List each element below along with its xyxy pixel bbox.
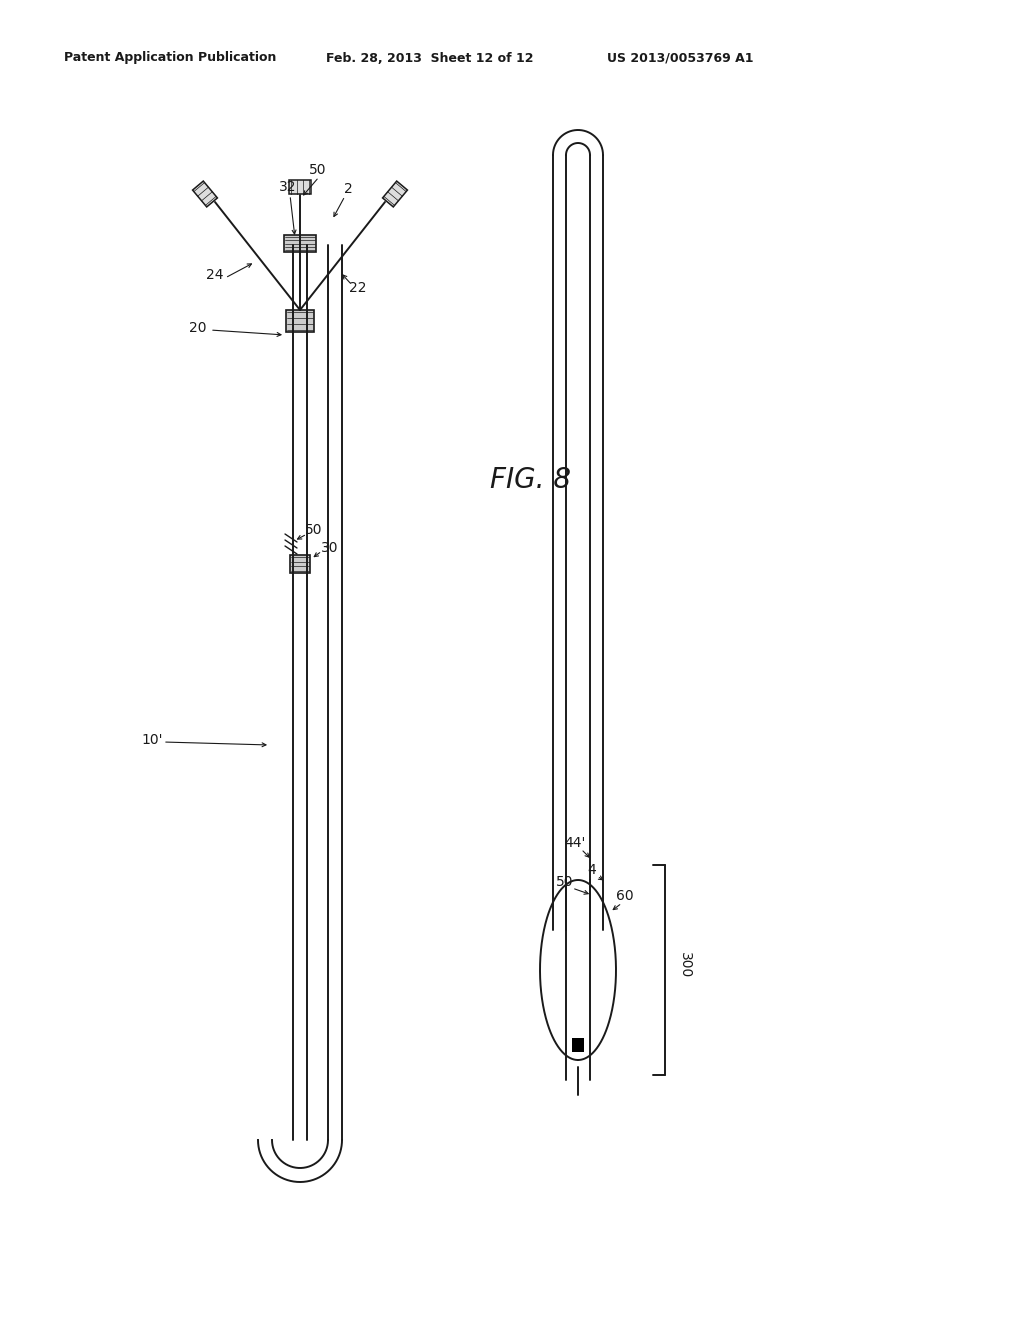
- Text: US 2013/0053769 A1: US 2013/0053769 A1: [607, 51, 754, 65]
- Text: 50: 50: [305, 523, 323, 537]
- Bar: [572, 1038, 584, 1052]
- Text: 20: 20: [189, 321, 207, 335]
- Text: 30: 30: [322, 541, 339, 554]
- Text: 50: 50: [556, 875, 573, 888]
- Bar: [193, 181, 217, 207]
- Text: 32: 32: [280, 180, 297, 194]
- Text: 44': 44': [564, 836, 586, 850]
- Text: FIG. 8: FIG. 8: [489, 466, 570, 494]
- Text: Patent Application Publication: Patent Application Publication: [63, 51, 276, 65]
- Bar: [290, 554, 310, 573]
- Bar: [286, 310, 314, 333]
- Text: 300: 300: [678, 952, 692, 978]
- Bar: [284, 235, 316, 252]
- Bar: [383, 181, 408, 207]
- Text: 4: 4: [588, 863, 596, 876]
- Text: 50: 50: [309, 162, 327, 177]
- Text: 10': 10': [141, 733, 163, 747]
- Text: 2: 2: [344, 182, 352, 195]
- Text: 60: 60: [616, 888, 634, 903]
- Text: 24: 24: [206, 268, 224, 282]
- Bar: [289, 180, 311, 194]
- Text: Feb. 28, 2013  Sheet 12 of 12: Feb. 28, 2013 Sheet 12 of 12: [327, 51, 534, 65]
- Text: 22: 22: [349, 281, 367, 294]
